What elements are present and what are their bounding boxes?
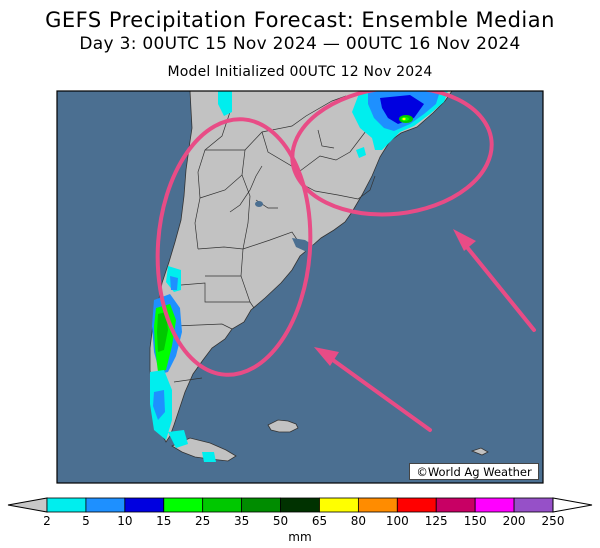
colorbar-segment [280,497,320,513]
colorbar-segment [163,497,204,513]
precip-overlay [150,91,448,462]
map-frame [56,90,544,484]
colorbar-tick-label: 10 [117,514,133,528]
south-georgia [470,447,489,456]
landmass [149,91,453,443]
colorbar-segment [124,497,165,513]
arrow-north [460,239,536,332]
colorbar-tick-label: 200 [502,514,526,528]
colorbar-segment [513,497,554,513]
model-init-line: Model Initialized 00UTC 12 Nov 2024 [167,64,433,80]
colorbar-segment [241,497,281,513]
credit-label: ©World Ag Weather [409,463,539,480]
colorbar-tick-label: 2 [43,514,51,528]
colorbar-tick-label: 15 [156,514,172,528]
forecast-period: Day 3: 00UTC 15 Nov 2024 — 00UTC 16 Nov … [79,34,521,54]
lake-mar-chiquita [255,201,263,207]
colorbar-segment [46,497,87,513]
arrow-north-head [453,229,476,251]
colorbar-segment [202,497,243,513]
colorbar-segment [85,497,126,513]
colorbar-tick-label: 5 [82,514,90,528]
colorbar-tick-label: 150 [463,514,487,528]
colorbar-segment [474,497,515,513]
arrow-west [324,353,432,432]
colorbar-tick-label: 65 [311,514,328,528]
annotation-ellipses [155,91,494,377]
colorbar-high-extend [552,497,593,513]
arrow-west-head [314,347,339,366]
colorbar-tick-label: 50 [272,514,289,528]
colorbar-segment [396,497,437,513]
colorbar-tick-label: 25 [195,514,211,528]
colorbar-unit: mm [288,530,312,544]
chart-title: GEFS Precipitation Forecast: Ensemble Me… [45,8,555,32]
colorbar-tick-label: 35 [233,514,250,528]
colorbar-tick-label: 250 [541,514,565,528]
colorbar-tick-label: 80 [350,514,367,528]
colorbar-segment [319,497,359,513]
tierra-del-fuego [171,437,237,462]
colorbar-tick-label: 125 [424,514,448,528]
falkland-islands [267,419,299,433]
colorbar [7,497,593,513]
colorbar-segment [435,497,476,513]
colorbar-tick-label: 100 [385,514,409,528]
colorbar-segment [357,497,398,513]
annotation-arrows [314,229,536,432]
colorbar-low-extend [7,497,48,513]
highlight-ellipse-west [155,117,313,377]
